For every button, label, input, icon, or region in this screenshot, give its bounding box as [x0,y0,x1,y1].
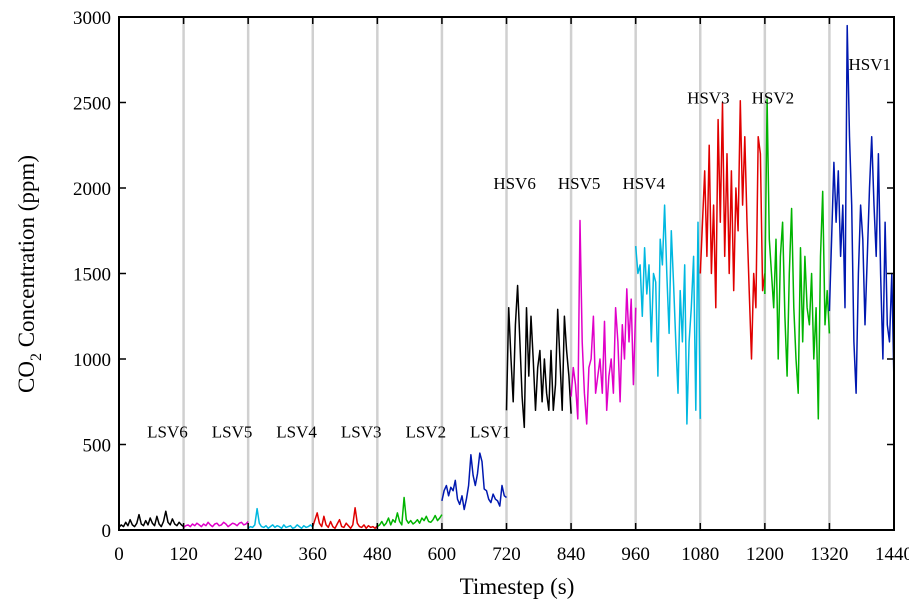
segment-label-lsv3: LSV3 [341,423,382,442]
y-axis-title: CO2 Concentration (ppm) [14,155,45,393]
series-line-lsv3 [312,507,378,530]
series-line-lsv5 [183,520,249,528]
segment-label-lsv6: LSV6 [147,423,188,442]
series-line-hsv5 [570,219,637,425]
segment-label-hsv1: HSV1 [849,55,892,74]
segment-label-lsv1: LSV1 [470,423,511,442]
x-tick-label: 480 [363,544,392,565]
series-line-hsv6 [505,284,572,429]
x-tick-label: 600 [428,544,457,565]
x-tick-label: 960 [621,544,650,565]
series-line-hsv3 [699,100,766,360]
x-tick-label: 720 [492,544,521,565]
y-axis-title-rest: Concentration (ppm) [14,155,39,353]
segment-labels: LSV6 LSV5 LSV4 LSV3 LSV2 LSV1 HSV6 HSV5 HSV4 HSV3… [147,55,891,442]
x-tick-label: 120 [169,544,198,565]
segment-label-lsv5: LSV5 [212,423,253,442]
segment-label-lsv4: LSV4 [276,423,317,442]
series-line-lsv1 [441,452,507,511]
x-tick-label: 360 [299,544,328,565]
y-tick-label: 1000 [73,350,111,371]
x-tick-label: 1200 [746,544,784,565]
x-tick-label: 1080 [681,544,719,565]
y-tick-label: 500 [83,436,112,457]
data-series [118,24,895,530]
series-line-lsv6 [118,510,185,528]
x-axis-title: Timestep (s) [460,574,575,599]
series-line-lsv4 [247,507,314,530]
y-tick-label: 1500 [73,265,111,286]
segment-label-hsv6: HSV6 [493,174,536,193]
y-axis-title-subscript: 2 [28,353,45,361]
y-tick-label: 3000 [73,8,111,29]
segment-label-lsv2: LSV2 [405,423,446,442]
segment-label-hsv5: HSV5 [558,174,601,193]
x-tick-label: 240 [234,544,263,565]
series-line-hsv2 [764,98,831,420]
series-line-hsv1 [828,24,895,394]
y-tick-label: 0 [102,521,112,542]
series-line-lsv2 [376,496,443,528]
x-tick-label: 840 [557,544,586,565]
series-line-hsv4 [634,204,702,425]
x-tick-label: 1440 [875,544,909,565]
y-ticks: 0 500 1000 1500 2000 2500 3000 [73,8,894,542]
y-tick-label: 2000 [73,179,111,200]
grid-lines [182,17,831,530]
x-tick-label: 1320 [810,544,848,565]
y-axis-title-main: CO [14,361,39,393]
x-tick-label: 0 [114,544,124,565]
segment-label-hsv3: HSV3 [687,88,730,107]
segment-label-hsv2: HSV2 [752,88,795,107]
segment-label-hsv4: HSV4 [622,174,665,193]
x-ticks: 0 120 240 360 480 600 720 840 960 1080 1200 1320 144… [114,17,909,565]
y-tick-label: 2500 [73,94,111,115]
